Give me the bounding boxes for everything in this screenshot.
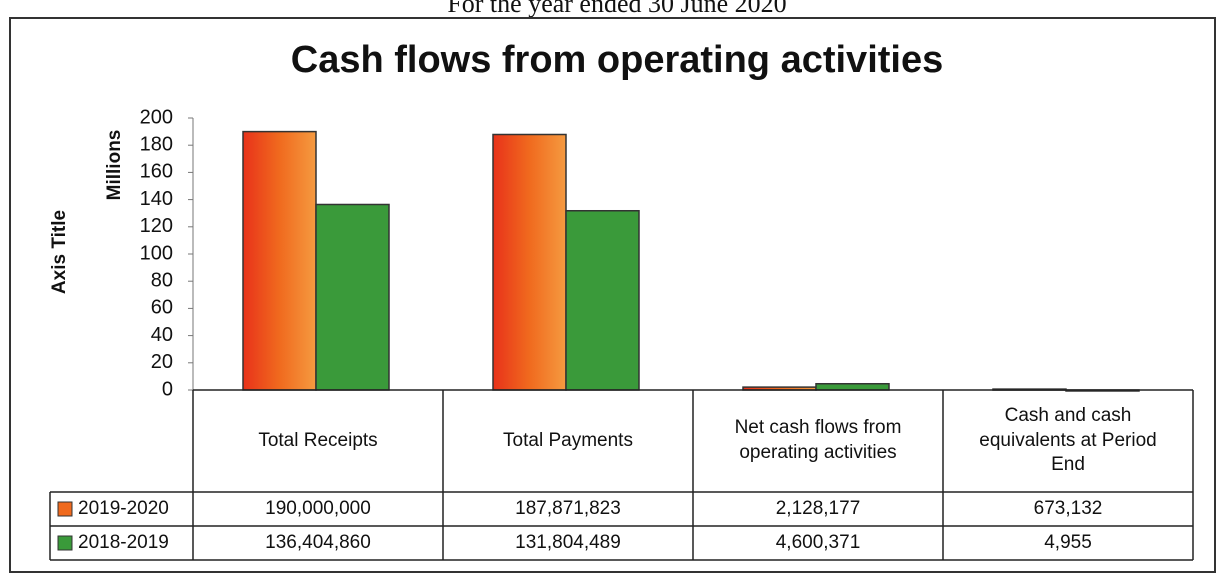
data-label-box: 4,600,371 <box>775 531 861 553</box>
data-label: 136,404,860 <box>265 531 371 553</box>
data-label-box: 136,404,860 <box>265 531 371 553</box>
x-tick-label-box: Total Receipts <box>258 429 378 451</box>
data-label: 673,132 <box>1033 497 1103 519</box>
y-tick-label: 160 <box>140 161 173 183</box>
data-label: 4,600,371 <box>775 531 861 553</box>
bar <box>492 133 567 391</box>
data-label: 2,128,177 <box>775 497 861 519</box>
data-label-box: 4,955 <box>1044 531 1092 553</box>
y-tick-label: 20 <box>151 351 173 373</box>
x-tick-label-box: Total Payments <box>503 429 633 451</box>
chart-title: Cash flows from operating activities <box>291 39 943 81</box>
y-tick-label: 120 <box>140 215 173 237</box>
y-tick-label: 180 <box>140 133 173 155</box>
data-label: 131,804,489 <box>515 531 621 553</box>
y-unit-label: Millions <box>104 130 125 201</box>
x-tick-label-box: Net cash flows from operating activities <box>734 417 902 463</box>
y-tick-label: 80 <box>151 269 173 291</box>
x-tick-label: Cash and cash equivalents at Period End <box>979 404 1157 476</box>
y-tick-label: 60 <box>151 297 173 319</box>
bar <box>315 203 390 391</box>
x-tick-label-box: Cash and cash equivalents at Period End <box>979 404 1157 476</box>
data-label: 187,871,823 <box>515 497 621 519</box>
bar <box>815 382 890 391</box>
data-label: 190,000,000 <box>265 497 371 519</box>
y-tick-label: 0 <box>162 378 173 400</box>
bar <box>565 209 640 391</box>
legend-label: 2018-2019 <box>78 532 169 553</box>
y-tick-label: 40 <box>151 324 173 346</box>
data-label-box: 187,871,823 <box>515 497 621 519</box>
y-tick-label: 100 <box>140 242 173 264</box>
bar <box>242 130 317 391</box>
data-label-box: 673,132 <box>1033 497 1103 519</box>
y-axis-title: Axis Title <box>49 210 70 294</box>
page-header: For the year ended 30 June 2020 <box>447 0 786 18</box>
x-tick-label: Net cash flows from operating activities <box>734 417 902 463</box>
legend-swatch <box>57 501 73 517</box>
x-tick-label: Total Receipts <box>258 429 378 451</box>
data-label-box: 131,804,489 <box>515 531 621 553</box>
y-tick-label: 140 <box>140 188 173 210</box>
legend-swatch <box>57 535 73 551</box>
data-label-box: 2,128,177 <box>775 497 861 519</box>
data-label: 4,955 <box>1044 531 1092 553</box>
x-tick-label: Total Payments <box>503 429 633 451</box>
legend-label: 2019-2020 <box>78 498 169 519</box>
data-label-box: 190,000,000 <box>265 497 371 519</box>
y-tick-label: 200 <box>140 106 173 128</box>
